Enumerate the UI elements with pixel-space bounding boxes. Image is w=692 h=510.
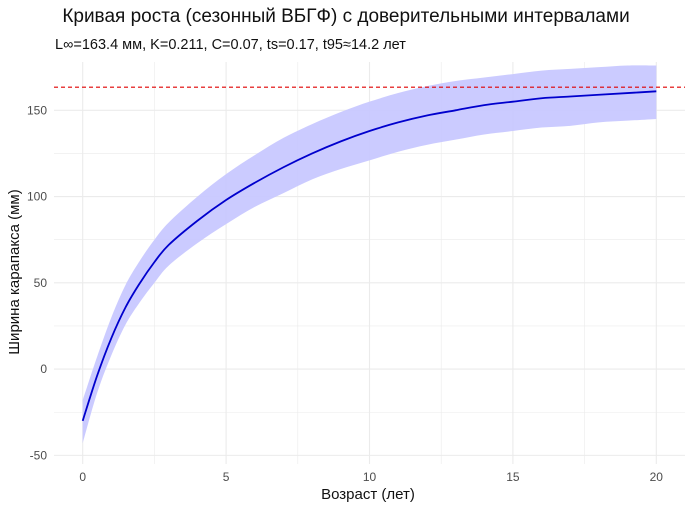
chart-title: Кривая роста (сезонный ВБГФ) с доверител… [62, 6, 630, 27]
confidence-band-layer [82, 65, 657, 444]
y-tick-labels: -50 0 50 100 150 [27, 103, 47, 462]
x-tick-label: 15 [506, 470, 520, 484]
y-axis-title: Ширина карапакса (мм) [6, 189, 23, 354]
x-tick-label: 0 [79, 470, 86, 484]
y-tick-label: 0 [40, 362, 47, 376]
chart-subtitle: L∞=163.4 мм, K=0.211, C=0.07, ts=0.17, t… [55, 37, 406, 53]
x-tick-label: 20 [650, 470, 664, 484]
x-tick-label: 5 [223, 470, 230, 484]
y-tick-label: -50 [30, 448, 48, 462]
x-axis-title: Возраст (лет) [321, 486, 415, 503]
y-tick-label: 50 [34, 276, 48, 290]
growth-line-layer [81, 90, 657, 422]
confidence-band [82, 65, 657, 444]
y-tick-label: 150 [27, 103, 47, 117]
x-tick-labels: 0 5 10 15 20 [79, 470, 663, 484]
y-tick-label: 100 [27, 190, 47, 204]
growth-curve-line [81, 90, 657, 422]
x-tick-label: 10 [363, 470, 377, 484]
